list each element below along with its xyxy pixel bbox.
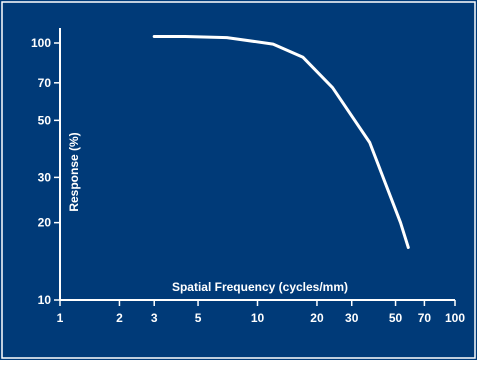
y-tick-label: 10 — [38, 293, 52, 307]
x-tick-label: 10 — [251, 311, 265, 325]
x-tick-label: 3 — [151, 311, 158, 325]
y-axis-label: Response (%) — [67, 132, 81, 211]
x-tick-label: 2 — [116, 311, 123, 325]
series-line — [152, 35, 410, 249]
x-tick-label: 70 — [418, 311, 432, 325]
y-tick-label: 50 — [38, 113, 52, 127]
x-tick-label: 1 — [57, 311, 64, 325]
chart-border — [1, 1, 476, 359]
x-tick-label: 5 — [195, 311, 202, 325]
x-tick-label: 100 — [445, 311, 465, 325]
x-tick-label: 50 — [389, 311, 403, 325]
x-tick-label: 30 — [345, 311, 359, 325]
y-tick-label: 30 — [38, 170, 52, 184]
x-ticks: 1 2 3 5 10 20 30 50 70 100 — [57, 300, 465, 325]
y-ticks: 10 20 30 50 70 100 — [31, 36, 60, 307]
x-tick-label: 20 — [310, 311, 324, 325]
y-tick-label: 70 — [38, 76, 52, 90]
y-tick-label: 100 — [31, 36, 51, 50]
y-tick-label: 20 — [38, 216, 52, 230]
x-axis-label: Spatial Frequency (cycles/mm) — [172, 280, 348, 294]
